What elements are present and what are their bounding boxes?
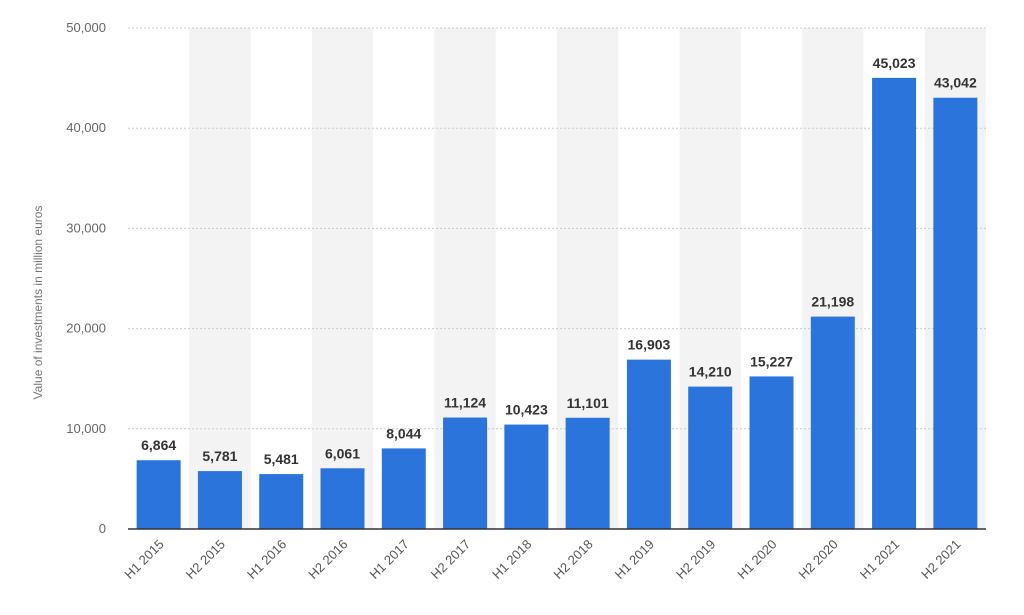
bar: [504, 424, 549, 529]
x-tick-label: H1 2015: [121, 537, 166, 582]
y-axis-title: Value of investments in million euros: [31, 206, 45, 400]
bar: [320, 468, 365, 529]
x-tick-label: H2 2016: [305, 537, 350, 582]
bar: [136, 460, 181, 529]
x-tick-label: H1 2019: [612, 537, 657, 582]
x-tick-label: H1 2020: [734, 537, 779, 582]
bars: [136, 77, 978, 529]
bar: [381, 448, 426, 529]
data-label: 14,210: [689, 364, 732, 380]
data-label: 6,864: [141, 437, 176, 453]
x-tick-label: H2 2020: [796, 537, 841, 582]
gridlines: [128, 27, 986, 430]
x-tick-label: H1 2018: [489, 537, 534, 582]
data-label: 16,903: [628, 337, 671, 353]
x-tick-label: H2 2018: [550, 537, 595, 582]
bar: [565, 417, 610, 529]
x-axis-ticks: H1 2015 H2 2015 H1 2016 H2 2016 H1 2017 H2 20…: [121, 537, 963, 582]
bar: [872, 77, 917, 529]
data-label: 11,124: [444, 395, 486, 411]
y-tick-label: 30,000: [66, 220, 106, 235]
data-label: 43,042: [934, 75, 977, 91]
data-label: 15,227: [750, 353, 793, 369]
x-tick-label: H2 2021: [918, 537, 963, 582]
x-tick-label: H2 2017: [428, 537, 473, 582]
x-tick-label: H1 2021: [857, 537, 902, 582]
data-label: 8,044: [386, 425, 421, 441]
y-tick-label: 0: [99, 521, 106, 536]
data-label: 10,423: [505, 402, 548, 418]
x-tick-label: H1 2017: [367, 537, 412, 582]
y-tick-label: 20,000: [66, 321, 106, 336]
data-label: 5,481: [264, 451, 299, 467]
bar: [810, 316, 855, 529]
bar: [933, 97, 978, 529]
data-labels: 6,864 5,781 5,481 6,061 8,044 11,124 10,423 11,…: [141, 55, 977, 467]
bar: [749, 376, 794, 529]
data-label: 6,061: [325, 445, 360, 461]
x-tick-label: H2 2019: [673, 537, 718, 582]
data-label: 21,198: [811, 294, 854, 310]
background-band: [311, 28, 374, 529]
y-tick-label: 40,000: [66, 120, 106, 135]
data-label: 5,781: [202, 448, 237, 464]
bar: [688, 386, 733, 529]
data-label: 11,101: [567, 395, 609, 411]
y-tick-label: 10,000: [66, 421, 106, 436]
y-tick-label: 50,000: [66, 20, 106, 35]
bar: [197, 471, 242, 529]
bar: [259, 474, 304, 529]
x-tick-label: H2 2015: [183, 537, 228, 582]
bar: [626, 359, 671, 529]
y-axis-ticks: 0 10,000 20,000 30,000 40,000 50,000: [66, 20, 106, 536]
data-label: 45,023: [873, 55, 916, 71]
x-tick-label: H1 2016: [244, 537, 289, 582]
bar: [443, 417, 488, 529]
background-band: [189, 28, 251, 529]
